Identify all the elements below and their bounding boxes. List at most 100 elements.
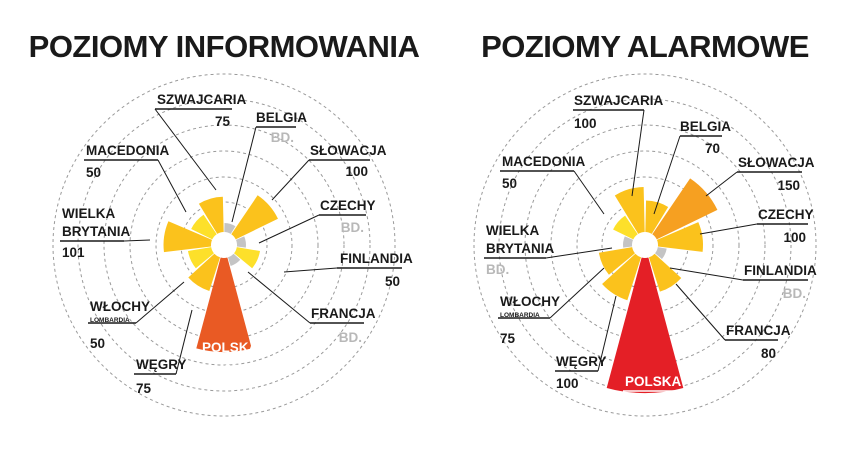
value-czechy: BD. [341, 220, 364, 235]
sublabel-wlochy: LOMBARDIA [500, 312, 540, 319]
label-wielka-brytania: WIELKA [486, 223, 539, 238]
leader-wlochy [135, 281, 185, 324]
leader-szwajcaria [154, 108, 217, 191]
leader-wlochy [549, 267, 605, 319]
label-wegry: WĘGRY [136, 357, 187, 372]
label-francja: FRANCJA [311, 306, 376, 321]
label-slowacja: SŁOWACJA [310, 143, 387, 158]
label-wlochy: WŁOCHY [500, 294, 560, 309]
value-finlandia: 50 [385, 274, 400, 289]
grid-ring [129, 150, 319, 340]
value-macedonia: 50 [502, 176, 517, 191]
grid-ring [473, 73, 817, 417]
value-belgia: BD. [271, 130, 294, 145]
grid-ring [103, 124, 345, 366]
grid-ring [77, 98, 371, 392]
value-szwajcaria: 100 [574, 116, 597, 131]
leader-czechy [699, 223, 758, 235]
chart-informowania: POZIOMY INFORMOWANIA BELGIA BD. SŁOWACJA 100… [29, 29, 420, 417]
label-czechy: CZECHY [320, 198, 376, 213]
leader-szwajcaria [631, 109, 645, 197]
label-polska: POLSKA [202, 340, 259, 355]
wedge-wegry [188, 253, 221, 291]
wedge-polska [606, 257, 684, 394]
chart-alarmowe: POZIOMY ALARMOWE BELGIA 70 SŁOWACJA 150 CZECH… [473, 29, 817, 417]
wedge-belgia [224, 223, 236, 234]
grid-ring [155, 176, 293, 314]
label-szwajcaria: SZWAJCARIA [157, 92, 247, 107]
wedge-wielka-brytania [623, 236, 634, 248]
label-francja: FRANCJA [726, 323, 791, 338]
grid-ring [550, 150, 740, 340]
value-szwajcaria: 75 [215, 114, 231, 129]
label-szwajcaria: SZWAJCARIA [574, 93, 664, 108]
value-czechy: 100 [783, 230, 806, 245]
value-wielka-brytania: 101 [62, 245, 85, 260]
leader-wielka-brytania [123, 239, 151, 242]
wedge-finlandia [234, 247, 260, 269]
label-finlandia: FINLANDIA [340, 251, 413, 266]
wedge-slowacja [652, 178, 718, 240]
leader-wielka-brytania [545, 247, 613, 259]
wedge-wielka-brytania [163, 221, 213, 253]
label-belgia: BELGIA [680, 119, 731, 134]
value-polska: 200 [224, 362, 247, 377]
value-slowacja: 100 [345, 164, 368, 179]
leader-finlandia [283, 267, 338, 273]
label-wielka-brytania: WIELKA [62, 206, 115, 221]
label-wielka-brytania-line2: BRYTANIA [62, 224, 130, 239]
sublabel-wlochy: LOMBARDIA [90, 317, 130, 324]
label-slowacja: SŁOWACJA [738, 155, 815, 170]
label-macedonia: MACEDONIA [502, 154, 585, 169]
chart-title: POZIOMY ALARMOWE [481, 29, 809, 64]
wedge-wegry [602, 253, 642, 301]
value-wegry: 75 [136, 381, 152, 396]
leader-slowacja [271, 159, 310, 201]
label-wielka-brytania-line2: BRYTANIA [486, 241, 554, 256]
label-finlandia: FINLANDIA [744, 263, 817, 278]
value-polska: 300 [647, 396, 670, 411]
wedge-wlochy [598, 247, 635, 275]
leader-wegry [175, 309, 193, 375]
value-francja: 80 [761, 346, 776, 361]
leader-wegry [597, 295, 617, 372]
leader-czechy [258, 214, 320, 244]
value-wegry: 100 [556, 376, 579, 391]
wedge-francja [227, 253, 241, 266]
wedge-belgia [645, 200, 669, 234]
leader-francja [675, 283, 726, 341]
leader-slowacja [705, 171, 738, 197]
value-slowacja: 150 [777, 178, 800, 193]
value-francja: BD. [339, 330, 362, 345]
label-polska: POLSKA [625, 374, 682, 389]
wedge-finlandia [655, 247, 667, 260]
label-macedonia: MACEDONIA [86, 143, 169, 158]
wedge-czechy [235, 236, 246, 248]
label-belgia: BELGIA [256, 110, 307, 125]
wedge-czechy [656, 222, 703, 252]
value-belgia: 70 [705, 141, 720, 156]
grid-ring [576, 176, 714, 314]
leader-macedonia [157, 159, 187, 213]
value-wielka-brytania: BD. [486, 262, 509, 277]
wedge-wlochy [188, 247, 214, 269]
leader-belgia [231, 126, 257, 223]
value-macedonia: 50 [86, 165, 101, 180]
label-wegry: WĘGRY [556, 354, 607, 369]
leader-belgia [653, 135, 681, 215]
wedge-szwajcaria [614, 187, 645, 234]
label-czechy: CZECHY [758, 207, 814, 222]
value-finlandia: BD. [783, 286, 806, 301]
leader-macedonia [573, 170, 605, 215]
label-wlochy: WŁOCHY [90, 299, 150, 314]
value-wlochy: 50 [90, 336, 105, 351]
wedge-francja [648, 253, 682, 292]
wedge-szwajcaria [198, 196, 224, 234]
grid-ring [52, 73, 396, 417]
wedge-polska [196, 257, 252, 352]
leader-finlandia [669, 267, 744, 281]
chart-title: POZIOMY INFORMOWANIA [29, 29, 420, 64]
wedge-macedonia [191, 214, 217, 240]
wedge-macedonia [613, 215, 638, 240]
